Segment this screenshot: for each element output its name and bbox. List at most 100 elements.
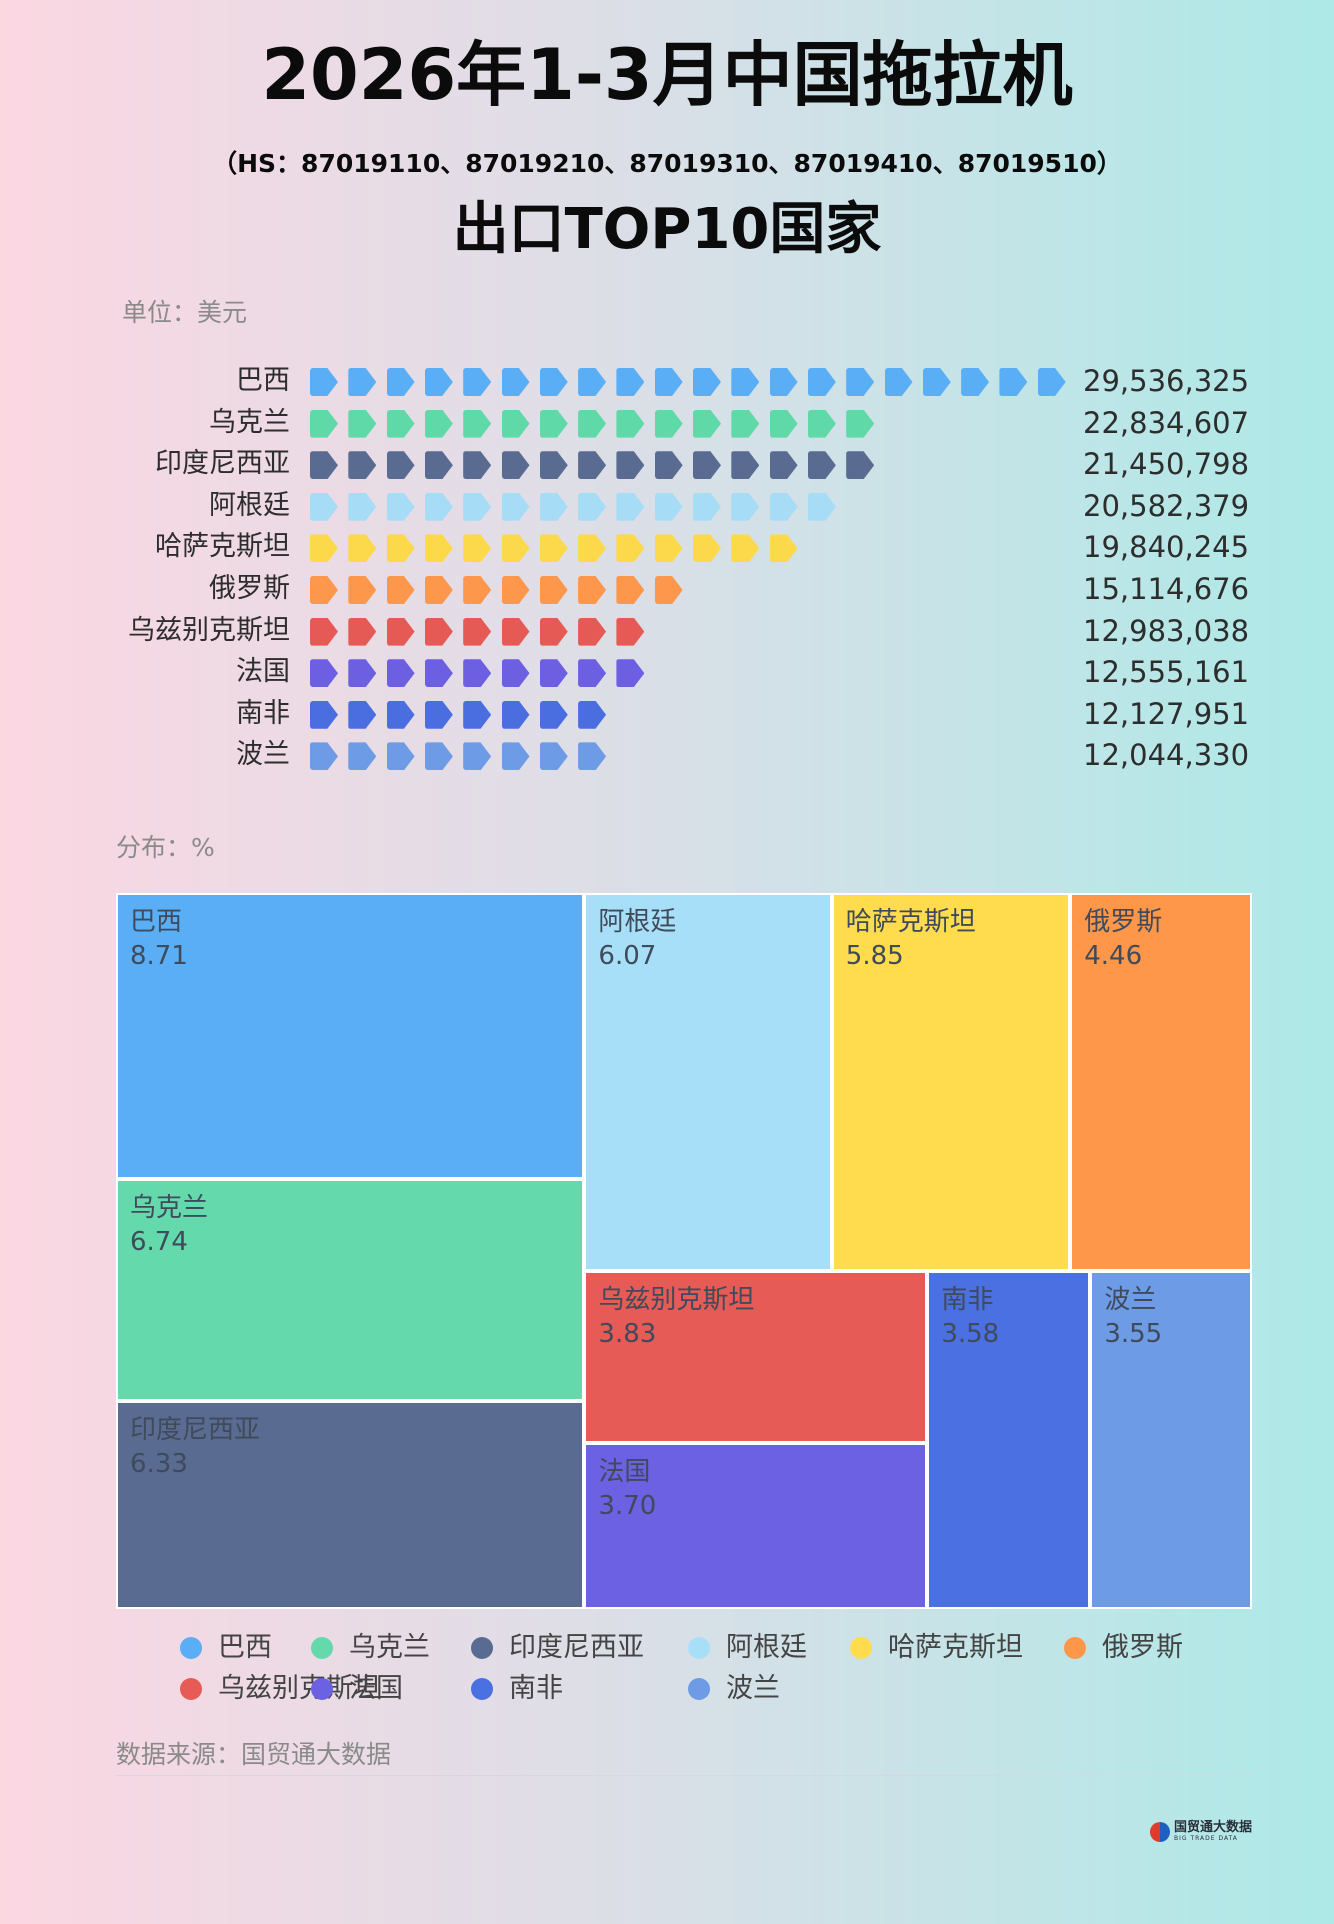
row-country-label: 印度尼西亚 [155, 448, 290, 480]
legend-swatch [688, 1678, 710, 1700]
arrow-icon [616, 534, 645, 563]
arrow-icon [769, 534, 798, 563]
legend-swatch [180, 1637, 202, 1659]
row-value-label: 12,555,161 [1083, 655, 1250, 690]
arrow-icon [807, 451, 836, 480]
pictogram-row: 巴西 29,536,325 [0, 360, 1334, 402]
arrow-icon [846, 368, 875, 396]
arrow-icon [539, 576, 568, 604]
tile-name-label: 阿根廷 [598, 907, 677, 937]
tile-name-label: 波兰 [1104, 1284, 1157, 1315]
title-line-2: 出口TOP10国家 [452, 197, 882, 262]
arrow-icon [539, 659, 568, 688]
arrow-icon [654, 368, 683, 396]
legend-label: 乌兹别克斯坦 [218, 1673, 380, 1704]
arrow-icon [463, 368, 492, 396]
unit-label: 单位：美元 [122, 298, 248, 327]
arrow-icon [616, 368, 645, 396]
pictogram-row: 南非 12,127,951 [0, 693, 1334, 735]
row-value-label: 12,127,951 [1083, 696, 1250, 731]
legend-swatch [1064, 1637, 1086, 1659]
arrow-icon [348, 368, 377, 396]
arrow-icon [807, 409, 836, 438]
arrow-icon [769, 492, 798, 521]
treemap-tile: 乌兹别克斯坦 3.83 [584, 1270, 928, 1443]
arrow-icon [463, 659, 492, 688]
arrow-icon [654, 451, 683, 480]
treemap-tile: 阿根廷 6.07 [584, 893, 832, 1271]
source-divider [116, 1775, 1252, 1776]
arrow-icon [386, 659, 415, 688]
legend-label: 巴西 [218, 1632, 272, 1663]
legend-swatch [688, 1637, 710, 1659]
arrow-icon [386, 700, 415, 729]
arrow-icon [424, 659, 453, 688]
arrow-icon [961, 368, 990, 396]
legend-label: 法国 [349, 1673, 403, 1704]
arrow-icon [310, 368, 338, 396]
arrow-icon [578, 617, 607, 646]
arrow-icon [578, 742, 607, 771]
arrow-icon [501, 617, 530, 646]
legend-label: 印度尼西亚 [509, 1632, 644, 1663]
arrow-icon [386, 534, 415, 563]
arrow-icon [463, 492, 492, 521]
arrow-icon [310, 742, 338, 771]
arrow-icon [539, 409, 568, 438]
legend-swatch [850, 1637, 872, 1659]
row-value-label: 22,834,607 [1083, 405, 1250, 440]
arrow-icon [386, 451, 415, 480]
arrow-icon [424, 409, 453, 438]
arrow-icon [693, 534, 721, 563]
tile-value-label: 4.46 [1084, 941, 1143, 971]
arrow-icon [616, 576, 645, 604]
treemap-tile: 俄罗斯 4.46 [1070, 893, 1252, 1271]
row-value-label: 20,582,379 [1083, 488, 1250, 523]
legend-swatch [311, 1678, 333, 1700]
arrow-icon [769, 368, 798, 396]
arrow-icon [463, 576, 492, 604]
arrow-icon [348, 659, 377, 688]
arrow-icon [310, 700, 338, 729]
arrow-icon [539, 742, 568, 771]
tile-name-label: 巴西 [130, 907, 183, 937]
row-value-label: 12,983,038 [1083, 613, 1250, 648]
legend-label: 阿根廷 [726, 1632, 807, 1663]
tile-value-label: 8.71 [130, 941, 188, 971]
arrow-icon [539, 492, 568, 521]
arrow-icon [807, 492, 836, 521]
treemap-tile: 南非 3.58 [927, 1270, 1091, 1609]
tile-value-label: 6.07 [598, 941, 657, 971]
arrow-icon [578, 576, 607, 604]
arrow-icon [310, 492, 338, 521]
arrow-icon [922, 368, 951, 396]
row-country-label: 乌克兰 [209, 406, 290, 438]
tile-name-label: 印度尼西亚 [130, 1414, 261, 1445]
arrow-icon [693, 451, 721, 480]
tile-value-label: 6.33 [130, 1448, 188, 1479]
pictogram-row: 波兰 12,044,330 [0, 734, 1334, 776]
arrow-icon [616, 617, 645, 646]
arrow-icon [424, 742, 453, 771]
arrow-icon [578, 700, 607, 729]
arrow-icon [539, 368, 568, 396]
pictogram-row: 俄罗斯 15,114,676 [0, 568, 1334, 610]
arrow-icon [348, 534, 377, 563]
treemap-tile: 波兰 3.55 [1090, 1270, 1252, 1609]
arrow-icon [731, 492, 760, 521]
legend-swatch [311, 1637, 333, 1659]
logo-sub: BIG TRADE DATA [1174, 1835, 1238, 1842]
legend-swatch [471, 1678, 493, 1700]
legend-label: 波兰 [726, 1673, 780, 1704]
tile-name-label: 南非 [941, 1284, 994, 1315]
arrow-icon [463, 451, 492, 480]
arrow-icon [386, 576, 415, 604]
arrow-icon [310, 409, 338, 438]
arrow-icon [846, 451, 875, 480]
arrow-icon [310, 576, 338, 604]
arrow-icon [616, 409, 645, 438]
arrow-icon [310, 617, 338, 646]
arrow-icon [654, 492, 683, 521]
arrow-icon [310, 534, 338, 563]
row-country-label: 乌兹别克斯坦 [128, 614, 290, 646]
